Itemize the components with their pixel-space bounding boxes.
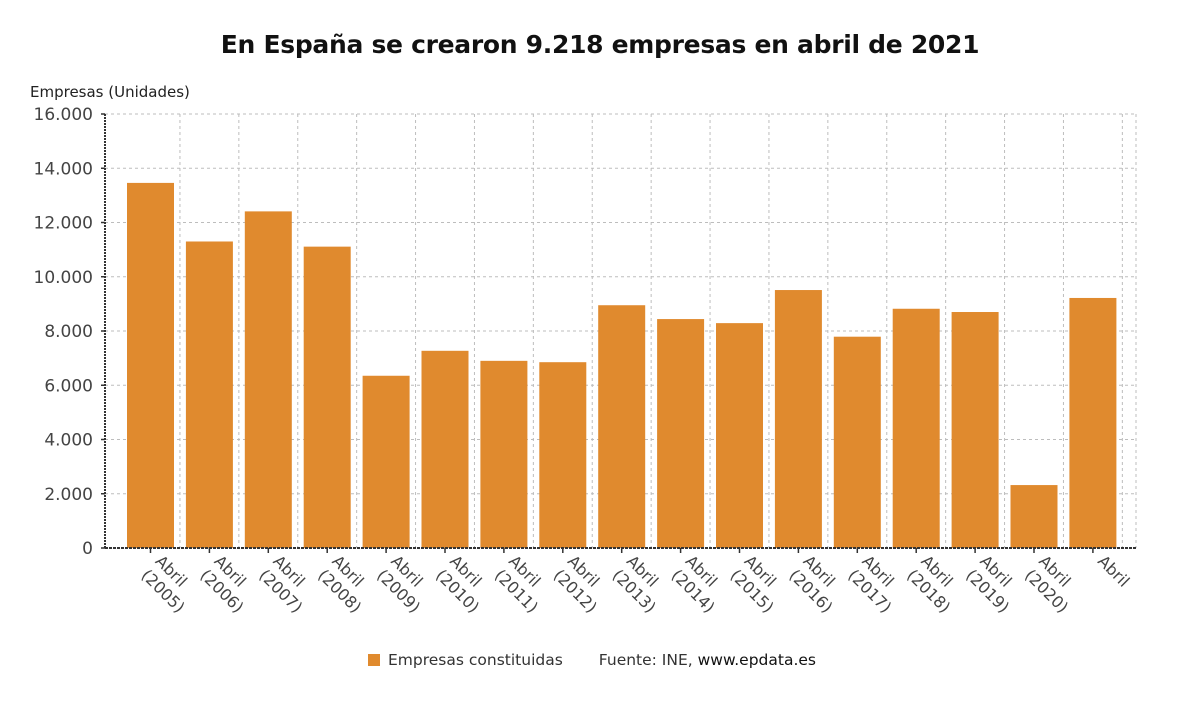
bar [1010, 485, 1058, 548]
bar [716, 323, 763, 548]
y-axis-label: Empresas (Unidades) [30, 83, 190, 101]
y-tick-label: 8.000 [44, 322, 93, 342]
y-tick-label: 0 [82, 539, 93, 559]
y-tick-label: 14.000 [34, 159, 93, 179]
x-tick-label: Abril(2011) [491, 551, 544, 616]
bar [303, 246, 351, 549]
bar [598, 305, 646, 548]
y-tick-label: 4.000 [44, 431, 93, 451]
bar [833, 336, 881, 548]
bar [185, 241, 233, 549]
axes [101, 113, 1136, 553]
x-tick-label: Abril(2014) [668, 551, 721, 616]
x-tick-label: Abril(2016) [785, 551, 838, 616]
x-tick-label: Abril(2018) [903, 551, 956, 616]
bar [657, 319, 705, 548]
x-tick-label: Abril(2017) [844, 551, 897, 616]
x-tick-labels: Abril(2005) Abril(2006) Abril(2007) Abril(2… [138, 551, 1134, 616]
x-tick-label: Abril(2007) [255, 551, 308, 616]
source-link[interactable]: www.epdata.es [697, 651, 816, 669]
bar [774, 290, 822, 548]
x-tick-label: Abril(2015) [727, 551, 780, 616]
source-note: Fuente: INE, www.epdata.es [599, 651, 816, 669]
bar [480, 360, 528, 548]
x-tick-label: Abril(2012) [550, 551, 603, 616]
y-tick-label: 12.000 [34, 214, 93, 234]
y-tick-labels: 0 2.000 4.000 6.000 8.000 10.000 12.000 14.000 1… [34, 105, 93, 559]
x-tick-label: Abril(2006) [196, 551, 249, 616]
y-tick-label: 10.000 [34, 268, 93, 288]
legend-swatch [368, 654, 380, 666]
x-tick-label: Abril(2019) [962, 551, 1015, 616]
bar [362, 375, 410, 548]
y-tick-label: 2.000 [44, 485, 93, 505]
x-tick-label: Abril(2008) [314, 551, 367, 616]
x-tick-label: Abril(2020) [1021, 551, 1074, 616]
legend: Empresas constituidas Fuente: INE, www.e… [368, 651, 816, 669]
bar [244, 211, 292, 548]
source-prefix: Fuente: INE, [598, 651, 698, 669]
x-tick-label: Abril(2009) [373, 551, 426, 616]
chart-title: En España se crearon 9.218 empresas en a… [220, 30, 980, 59]
bar [539, 362, 587, 548]
y-tick-label: 6.000 [44, 376, 93, 396]
bar [1069, 297, 1117, 548]
x-tick-label-line: Abril [1094, 551, 1133, 590]
x-tick-label: Abril(2005) [138, 551, 191, 616]
bar [421, 350, 469, 548]
bar [951, 312, 999, 548]
bar [127, 182, 174, 548]
x-tick-label: Abril(2010) [432, 551, 485, 616]
legend-series-label: Empresas constituidas [388, 651, 563, 669]
x-tick-label: Abril [1094, 551, 1133, 590]
bars [127, 182, 1117, 549]
x-tick-label: Abril(2013) [609, 551, 662, 616]
bar [892, 308, 940, 548]
y-tick-label: 16.000 [34, 105, 93, 125]
